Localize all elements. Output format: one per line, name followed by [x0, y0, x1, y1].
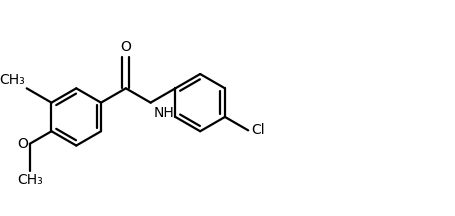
Text: O: O: [17, 137, 28, 151]
Text: Cl: Cl: [251, 123, 264, 137]
Text: O: O: [121, 40, 131, 54]
Text: NH: NH: [153, 106, 174, 120]
Text: CH₃: CH₃: [0, 73, 25, 87]
Text: CH₃: CH₃: [17, 173, 43, 187]
